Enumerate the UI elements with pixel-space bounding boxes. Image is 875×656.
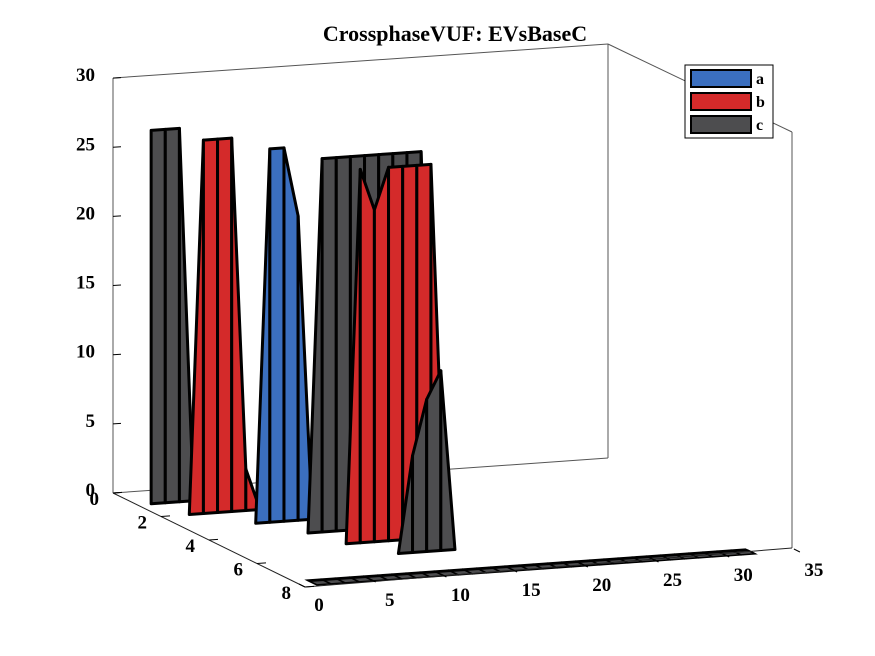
- legend: a b c: [684, 64, 774, 139]
- legend-swatch-c: [690, 115, 752, 134]
- z-tick-mark: [112, 215, 122, 217]
- x-tick-mark: [581, 563, 589, 568]
- ribbon-6: [396, 369, 457, 555]
- ribbon-5-panel-10: [372, 165, 391, 544]
- chart-title: CrossphaseVUF: EVsBaseC: [323, 21, 587, 46]
- y-tick-label: 2: [138, 513, 148, 534]
- ribbon-1-panel-2: [163, 126, 181, 505]
- z-axis-ticks: 0 5 10 15 20 25 30: [76, 65, 122, 501]
- x-tick-mark: [652, 558, 659, 563]
- ribbon-2-panel-2: [187, 138, 205, 516]
- z-tick-label: 20: [76, 203, 95, 224]
- x-tick-label: 10: [451, 585, 470, 606]
- ribbon-2-panel-5: [230, 136, 248, 513]
- ribbon-1-panel-3: [177, 126, 196, 504]
- z-tick-label: 0: [86, 480, 96, 501]
- x-tick-mark: [722, 553, 730, 558]
- y-tick-mark: [256, 562, 267, 564]
- z-tick-label: 25: [76, 134, 95, 155]
- ribbon-2: [187, 136, 262, 516]
- z-tick-mark: [112, 77, 122, 79]
- ribbon-2-panel-4: [216, 136, 234, 514]
- x-tick-label: 30: [734, 565, 753, 586]
- y-tick-label: 6: [234, 560, 244, 581]
- ribbon-4-panel-7: [306, 157, 324, 535]
- legend-swatch-a: [690, 69, 752, 88]
- x-tick-label: 5: [385, 590, 395, 611]
- legend-label-a: a: [756, 71, 764, 88]
- ribbon-3-panel-8: [296, 214, 314, 522]
- ribbon-3: [254, 146, 314, 525]
- x-tick-label: 15: [522, 580, 541, 601]
- z-tick-mark: [112, 284, 122, 287]
- y-tick-mark: [112, 491, 123, 494]
- ribbon-6-panel-12: [425, 369, 443, 553]
- y-tick-label: 4: [186, 536, 196, 557]
- z-tick-label: 5: [86, 411, 96, 432]
- ribbon-1: [149, 126, 196, 506]
- y-tick-label: 0: [90, 489, 100, 510]
- legend-swatch-b: [690, 92, 752, 111]
- z-tick-mark: [112, 353, 122, 356]
- ribbons-layer: [149, 126, 457, 555]
- y-tick-mark: [160, 515, 171, 517]
- x-tick-label: 20: [592, 575, 611, 596]
- y-tick-mark: [304, 585, 315, 588]
- ribbon-3-panel-6: [268, 146, 286, 524]
- ribbon-3-panel-5: [254, 147, 272, 525]
- ribbon-6-panel-13: [439, 369, 457, 552]
- x-axis-ticks: 0 5 10 15 20 25 30 35: [298, 548, 823, 616]
- z-tick-mark: [112, 146, 122, 148]
- y-axis-ticks: 0 2 4 6 8: [90, 489, 315, 604]
- x-tick-label: 35: [804, 560, 823, 581]
- x-tick-mark: [510, 568, 518, 573]
- x-tick-label: 25: [663, 570, 682, 591]
- ribbon-5-panel-11: [387, 164, 405, 543]
- legend-label-c: c: [756, 117, 763, 134]
- ribbon-5-panel-9: [358, 167, 376, 545]
- x-tick-mark: [298, 583, 306, 588]
- ribbon-4-panel-8: [320, 156, 338, 534]
- x-tick-mark: [793, 548, 801, 553]
- z-tick-mark: [112, 422, 122, 425]
- z-tick-label: 30: [76, 65, 95, 86]
- y-tick-label: 8: [282, 583, 292, 604]
- ribbon-3-panel-7: [282, 146, 300, 523]
- y-tick-mark: [208, 538, 219, 541]
- x-tick-mark: [440, 573, 447, 578]
- legend-label-b: b: [756, 94, 765, 111]
- x-tick-label: 0: [314, 595, 324, 616]
- z-tick-label: 10: [76, 342, 95, 363]
- ribbon-2-panel-3: [201, 137, 220, 515]
- ribbon-1-panel-1: [149, 127, 167, 506]
- x-tick-mark: [369, 578, 376, 583]
- z-tick-label: 15: [76, 273, 95, 294]
